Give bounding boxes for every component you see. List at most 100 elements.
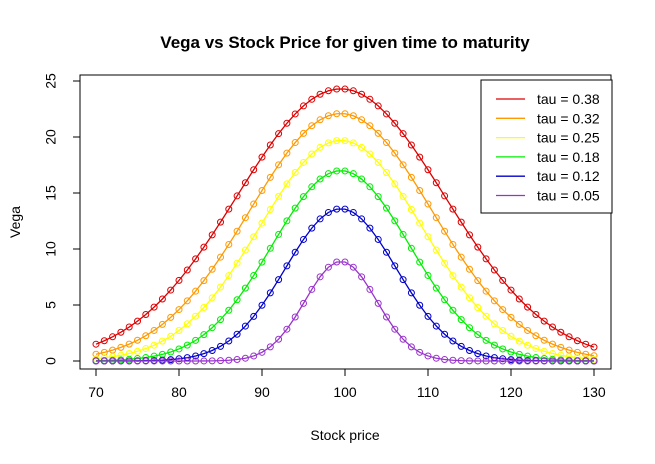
- data-point: [449, 356, 457, 364]
- x-tick-label: 110: [417, 384, 440, 400]
- data-point: [349, 112, 357, 120]
- x-tick-label: 70: [88, 384, 104, 400]
- data-point: [225, 356, 233, 364]
- data-point: [424, 312, 432, 320]
- data-point: [457, 342, 465, 350]
- data-point: [217, 342, 224, 350]
- data-point: [250, 352, 258, 360]
- data-point: [366, 150, 374, 158]
- data-point: [474, 304, 482, 312]
- data-point: [217, 316, 224, 324]
- data-point: [217, 357, 224, 365]
- data-point: [565, 333, 573, 341]
- y-tick-label: 15: [43, 185, 59, 201]
- data-point: [490, 357, 498, 365]
- data-point: [175, 357, 183, 365]
- data-point: [183, 297, 191, 305]
- data-point: [291, 139, 299, 147]
- data-point: [250, 312, 258, 320]
- data-point: [474, 350, 482, 358]
- data-point: [241, 322, 249, 330]
- data-point: [200, 331, 208, 339]
- data-point: [333, 137, 341, 145]
- data-point: [499, 327, 507, 335]
- data-point: [125, 323, 133, 331]
- x-tick-label: 130: [582, 384, 606, 400]
- data-point: [208, 347, 216, 355]
- data-point: [449, 205, 457, 213]
- y-tick-label: 5: [43, 301, 59, 309]
- y-tick-label: 20: [43, 129, 59, 145]
- legend-label: tau = 0.25: [537, 130, 600, 146]
- data-point: [300, 158, 307, 166]
- data-point: [167, 357, 175, 365]
- data-point: [233, 296, 241, 304]
- data-point: [474, 331, 482, 339]
- data-point: [250, 271, 258, 279]
- data-point: [150, 326, 158, 334]
- data-point: [366, 122, 374, 130]
- data-point: [183, 357, 191, 365]
- series-layer: [92, 85, 598, 365]
- data-point: [217, 218, 224, 226]
- data-point: [308, 224, 316, 232]
- data-point: [515, 320, 523, 328]
- data-point: [258, 153, 266, 161]
- data-point: [333, 85, 341, 93]
- x-axis-label: Stock price: [310, 427, 379, 443]
- data-point: [316, 143, 324, 151]
- data-point: [150, 341, 158, 349]
- data-point: [333, 258, 341, 266]
- data-point: [225, 306, 233, 314]
- data-point: [391, 325, 399, 333]
- data-point: [391, 217, 399, 225]
- data-point: [441, 227, 449, 235]
- data-point: [399, 276, 407, 284]
- data-point: [167, 348, 175, 356]
- data-point: [283, 325, 291, 333]
- data-point: [167, 313, 175, 321]
- data-point: [266, 173, 274, 181]
- data-point: [407, 173, 415, 181]
- series-tau-0-05: [92, 258, 598, 365]
- data-point: [125, 357, 133, 365]
- data-point: [316, 273, 324, 281]
- data-point: [150, 357, 158, 365]
- data-point: [466, 347, 473, 355]
- data-point: [283, 262, 291, 270]
- data-point: [374, 158, 382, 166]
- legend-box: [480, 79, 613, 214]
- data-point: [457, 316, 465, 324]
- data-point: [225, 205, 233, 213]
- data-point: [316, 90, 324, 98]
- data-point: [241, 246, 249, 254]
- axes: 70 80 90 100 110 120 130 0 5 10 15 20 25: [43, 73, 606, 400]
- data-point: [324, 139, 332, 147]
- series-line: [96, 261, 594, 362]
- data-point: [200, 277, 208, 285]
- data-point: [482, 357, 490, 365]
- data-point: [524, 341, 532, 349]
- data-point: [424, 166, 432, 174]
- data-point: [341, 205, 349, 213]
- data-point: [142, 311, 150, 319]
- data-point: [383, 313, 390, 321]
- data-point: [233, 330, 241, 338]
- data-point: [134, 347, 141, 355]
- data-point: [266, 244, 274, 252]
- data-point: [565, 357, 573, 365]
- data-point: [233, 356, 241, 364]
- data-point: [549, 340, 556, 348]
- data-point: [557, 343, 565, 351]
- data-point: [407, 206, 415, 214]
- data-point: [283, 149, 291, 157]
- data-point: [383, 139, 390, 147]
- data-point: [507, 357, 515, 365]
- data-point: [449, 337, 457, 345]
- series-tau-0-38: [92, 85, 598, 351]
- data-point: [192, 336, 200, 344]
- legend-label: tau = 0.38: [537, 91, 600, 107]
- data-point: [241, 179, 249, 187]
- data-point: [532, 357, 540, 365]
- data-point: [407, 343, 415, 351]
